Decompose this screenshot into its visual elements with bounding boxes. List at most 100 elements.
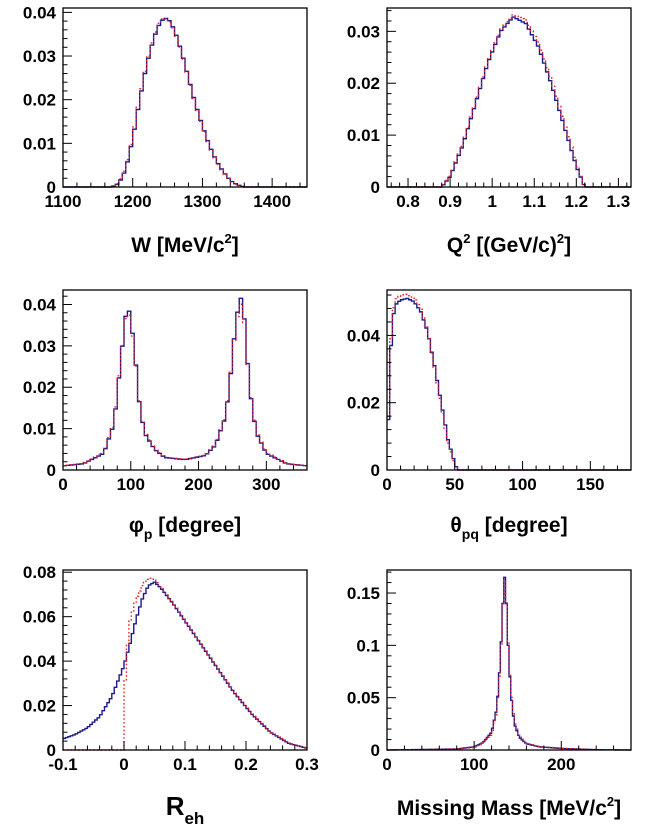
y-tick-label: 0 (47, 461, 56, 480)
y-tick-label: 0.04 (347, 326, 381, 345)
y-tick-label: 0.02 (347, 394, 380, 413)
series-solid-line (387, 297, 631, 471)
series-dotted-line (63, 303, 307, 467)
plot-frame (62, 7, 308, 188)
x-axis-title-part: [(GeV/c) (470, 234, 556, 257)
x-tick-label: 0 (119, 755, 128, 774)
series-dotted-line (63, 577, 307, 751)
y-tick-label: 0 (47, 741, 56, 760)
x-tick-label: 0 (382, 755, 391, 774)
x-tick-label: 0.8 (396, 192, 420, 211)
x-tick-label: 150 (576, 475, 604, 494)
x-tick-label: 100 (508, 475, 536, 494)
y-tick-label: 0.02 (23, 697, 56, 716)
y-tick-label: 0.15 (347, 584, 380, 603)
x-tick-label: 1200 (114, 192, 152, 211)
x-tick-label: 200 (547, 755, 575, 774)
x-tick-label: 100 (117, 475, 145, 494)
x-tick-label: 0.9 (438, 192, 462, 211)
x-axis-title-part: [degree] (152, 514, 241, 537)
x-tick-label: 1.3 (607, 192, 631, 211)
x-axis-title-part: [degree] (479, 514, 568, 537)
plot-frame (386, 7, 632, 188)
plot-frame (62, 289, 308, 471)
x-tick-label: 300 (252, 475, 280, 494)
x-axis-title-part: θ (450, 514, 461, 537)
x-axis-title-part: Q (447, 234, 463, 257)
x-axis-title-part: Missing Mass [MeV/c (397, 797, 607, 820)
x-axis-title-part: 2 (607, 794, 614, 809)
x-axis-title: Missing Mass [MeV/c2] (397, 794, 621, 820)
y-tick-label: 0.06 (23, 608, 56, 627)
x-axis-title-part: ] (564, 234, 571, 257)
series-dotted-line (387, 579, 631, 751)
plot-frame (62, 569, 308, 751)
y-tick-label: 0.03 (23, 337, 56, 356)
x-tick-label: 0.1 (173, 755, 197, 774)
x-tick-label: 0 (58, 475, 67, 494)
series-dotted-line (387, 14, 631, 188)
y-tick-label: 0.02 (23, 378, 56, 397)
x-tick-label: 1.1 (522, 192, 546, 211)
x-tick-label: 50 (445, 475, 464, 494)
y-tick-label: 0 (371, 178, 380, 197)
x-axis-title-part: 2 (557, 231, 564, 246)
x-axis-title-part: 2 (463, 231, 470, 246)
y-tick-label: 0.08 (23, 563, 56, 582)
y-tick-label: 0.03 (347, 22, 380, 41)
x-tick-label: 200 (184, 475, 212, 494)
x-axis-title-part: pq (462, 526, 479, 542)
y-tick-label: 0.01 (347, 126, 380, 145)
y-tick-label: 0.04 (23, 295, 57, 314)
y-tick-label: 0.04 (23, 652, 57, 671)
x-axis-title-part: 2 (225, 231, 232, 246)
chart-panel-middle-right: 0 50 100 150 0 0.02 0.04 θpq [degree] (347, 289, 632, 542)
y-tick-label: 0.05 (347, 689, 380, 708)
x-tick-label: 100 (460, 755, 488, 774)
y-tick-label: 0 (371, 741, 380, 760)
x-tick-label: 0.2 (234, 755, 258, 774)
x-axis-title: θpq [degree] (450, 514, 567, 542)
x-axis-title-part: eh (184, 809, 204, 828)
x-axis-title-part: R (166, 791, 185, 821)
x-tick-label: 1.2 (564, 192, 588, 211)
x-axis-title-part: p (144, 526, 153, 542)
x-axis-title: Q2 [(GeV/c)2] (447, 231, 571, 257)
chart-panel-top-left: 1100 1200 1300 1400 0 0.01 0.02 0.03 0.04 W [MeV/… (23, 3, 308, 257)
x-axis-title-part: W [MeV/c (131, 234, 225, 257)
y-tick-label: 0.1 (356, 636, 380, 655)
x-axis-title: φp [degree] (129, 514, 241, 542)
x-axis-title: Reh (166, 791, 205, 828)
y-tick-label: 0.03 (23, 47, 56, 66)
y-tick-label: 0.04 (23, 3, 57, 22)
chart-panel-middle-left: 0 100 200 300 0 0.01 0.02 0.03 0.04 φp [degree] (23, 289, 308, 542)
y-tick-label: 0.01 (23, 420, 56, 439)
series-solid-line (63, 581, 307, 749)
series-solid-line (387, 16, 631, 188)
x-axis-title-part: ] (232, 234, 239, 257)
plot-frame (386, 289, 632, 471)
y-tick-label: 0 (371, 461, 380, 480)
x-tick-label: 0 (382, 475, 391, 494)
series-solid-line (63, 17, 307, 188)
series-dotted-line (387, 293, 631, 471)
y-tick-label: 0.02 (23, 91, 56, 110)
y-tick-label: 0.02 (347, 74, 380, 93)
x-tick-label: -0.1 (48, 755, 77, 774)
y-tick-label: 0.01 (23, 134, 56, 153)
x-axis-title-part: φ (129, 514, 144, 537)
series-dotted-line (63, 18, 307, 188)
x-tick-label: 1300 (184, 192, 222, 211)
x-tick-label: 1 (487, 192, 496, 211)
chart-panel-bottom-right: 0 100 200 0 0.05 0.1 0.15 Missing Mass [MeV/c2] (347, 569, 632, 820)
x-tick-label: 1100 (45, 192, 82, 211)
y-tick-label: 0 (47, 178, 56, 197)
x-axis-title: W [MeV/c2] (131, 231, 239, 257)
series-solid-line (387, 576, 631, 751)
series-solid-line (63, 297, 307, 467)
x-axis-title-part: ] (614, 797, 621, 820)
x-tick-label: 1400 (253, 192, 291, 211)
